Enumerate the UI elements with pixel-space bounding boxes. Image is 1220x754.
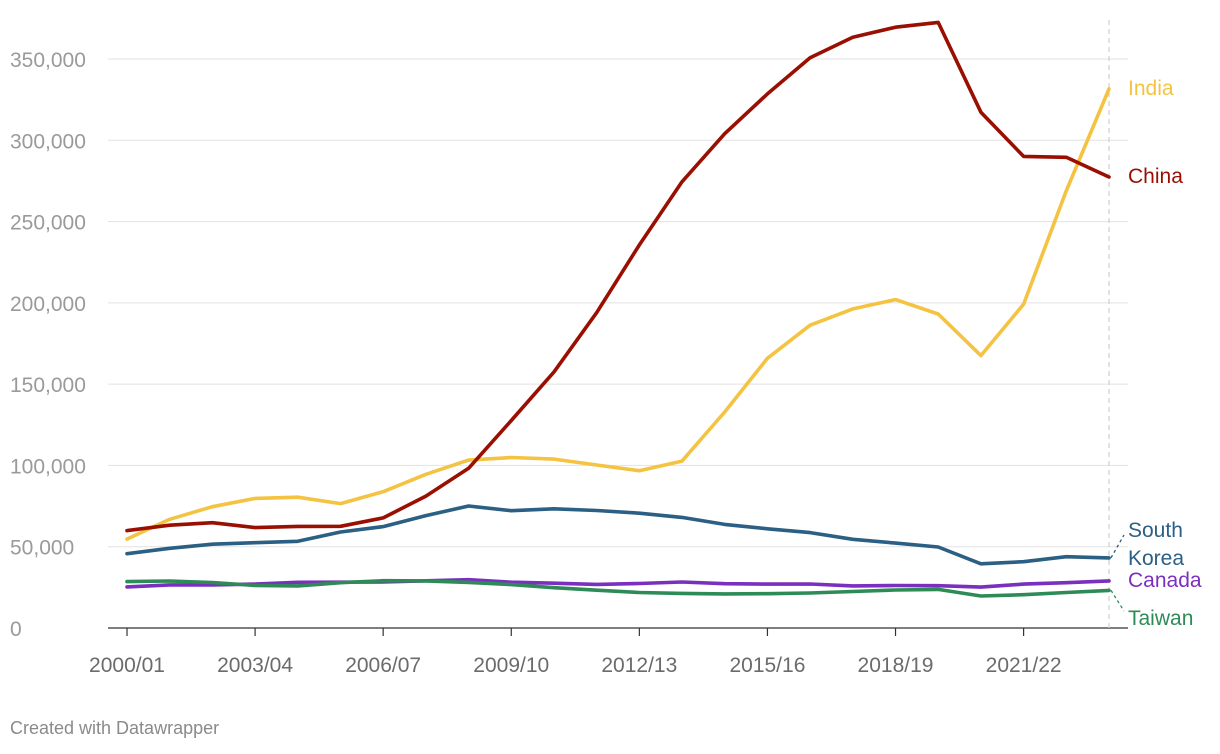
x-tick-label: 2003/04 <box>217 654 293 677</box>
x-tick-label: 2015/16 <box>729 654 805 677</box>
series-line-south-korea <box>125 504 1111 566</box>
series-label-canada: Canada <box>1128 569 1202 592</box>
x-tick-label: 2018/19 <box>858 654 934 677</box>
series-label-india: India <box>1128 77 1174 100</box>
y-tick-label: 250,000 <box>10 212 86 235</box>
series-label-taiwan: Taiwan <box>1128 607 1193 630</box>
y-tick-label: 0 <box>10 618 22 641</box>
label-leader-south-korea <box>1110 534 1125 559</box>
y-tick-label: 100,000 <box>10 455 86 478</box>
series-line-india <box>125 87 1111 541</box>
y-tick-label: 50,000 <box>10 537 74 560</box>
y-tick-label: 350,000 <box>10 49 86 72</box>
x-tick-label: 2009/10 <box>473 654 549 677</box>
y-tick-label: 300,000 <box>10 130 86 153</box>
credit-text: Created with Datawrapper <box>10 718 220 738</box>
y-axis: 0 50,000 100,000 150,000 200,000 250,000 300,0… <box>10 49 86 641</box>
x-axis: 2000/01 2003/04 2006/07 2009/10 2012/13 2015/… <box>89 627 1128 677</box>
series-line-china <box>125 20 1111 533</box>
series-lines <box>125 20 1111 598</box>
label-leader-taiwan <box>1110 590 1125 612</box>
x-tick-label: 2012/13 <box>601 654 677 677</box>
series-label-china: China <box>1128 165 1183 188</box>
series-label-south-korea: South Korea <box>1128 519 1184 570</box>
x-tick-label: 2021/22 <box>986 654 1062 677</box>
x-tick-label: 2006/07 <box>345 654 421 677</box>
y-tick-label: 200,000 <box>10 293 86 316</box>
series-line-taiwan <box>125 578 1111 598</box>
x-tick-label: 2000/01 <box>89 654 165 677</box>
gridlines <box>108 58 1128 548</box>
y-tick-label: 150,000 <box>10 374 86 397</box>
series-line-canada <box>125 577 1111 589</box>
